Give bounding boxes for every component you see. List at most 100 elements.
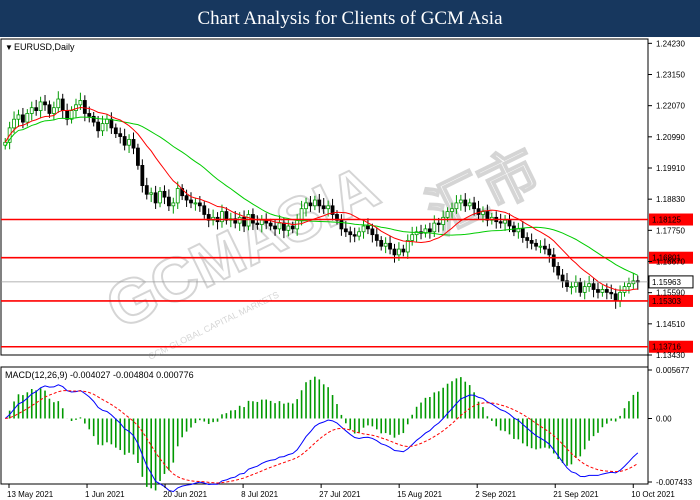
candle-body (171, 202, 176, 207)
candle-body (202, 205, 207, 215)
candle-body (189, 199, 193, 204)
candle-body (348, 231, 353, 236)
time-tick-label: 10 Oct 2021 (631, 490, 675, 499)
candle-body (525, 237, 530, 241)
candle-body (127, 139, 131, 146)
macd-tick-label: 0.00 (656, 414, 672, 423)
candle-body (582, 286, 587, 293)
price-tick-label: 1.16670 (656, 257, 685, 266)
candle-body (618, 291, 622, 302)
time-tick-label: 21 Sep 2021 (553, 490, 599, 499)
macd-tick-label: -0.007433 (656, 478, 693, 487)
candle-body (498, 221, 503, 224)
candle-body (299, 208, 304, 221)
candle-body (312, 199, 317, 207)
candle-body (578, 281, 583, 293)
candle-body (436, 222, 441, 225)
candle-body (397, 248, 401, 256)
candle-body (476, 208, 481, 215)
candle-body (34, 107, 39, 111)
ma-fast-line (4, 107, 638, 291)
candle-body (326, 205, 331, 210)
current-price-label: 1.15963 (652, 278, 681, 287)
candle-body (503, 219, 507, 224)
price-tick-label: 1.18830 (656, 195, 685, 204)
price-tick-label: 1.13430 (656, 351, 685, 360)
candle-body (472, 202, 477, 210)
candle-body (600, 289, 605, 293)
candle-body (122, 136, 127, 146)
level-label-box (649, 294, 693, 307)
watermark-chinese: 汇市 (416, 136, 550, 248)
candle-body (51, 107, 56, 114)
price-axis: 1.24230 1.23150 1.22070 1.20990 1.19910 1.188… (648, 39, 685, 360)
candle-body (556, 266, 561, 276)
candle-body (60, 98, 65, 111)
candle-body (149, 192, 154, 195)
candle-body (273, 225, 277, 230)
candle-body (136, 147, 140, 166)
macd-line (4, 384, 639, 493)
candle-body (401, 248, 406, 253)
candle-body (392, 248, 397, 256)
candle-body (587, 283, 592, 288)
candle-body (432, 222, 437, 233)
candle-body (220, 211, 224, 223)
price-tick-label: 1.14510 (656, 320, 685, 329)
candle-body (113, 127, 118, 135)
level-label: 1.13716 (652, 343, 681, 352)
level-label-box (649, 251, 693, 264)
candle-body (613, 293, 618, 302)
candle-body (458, 199, 463, 204)
candle-body (450, 208, 454, 212)
current-price-box (648, 275, 694, 289)
time-tick-label: 15 Aug 2021 (397, 490, 442, 499)
candle-body (96, 121, 101, 132)
candle-body (308, 202, 313, 207)
level-label: 1.16801 (652, 254, 681, 263)
candle-body (551, 254, 556, 267)
candle-body (547, 248, 552, 256)
candle-body (366, 225, 370, 230)
candle-body (622, 286, 627, 293)
candle-body (153, 192, 158, 204)
candle-body (259, 219, 264, 225)
time-tick-label: 1 Jun 2021 (85, 490, 125, 499)
candle-body (569, 286, 574, 289)
candle-body (441, 216, 446, 225)
price-tick-label: 1.20990 (656, 133, 685, 142)
candle-body (74, 104, 78, 111)
candle-body (56, 98, 61, 109)
candle-body (370, 228, 375, 236)
candle-body (100, 123, 105, 132)
level-label-box (649, 213, 693, 226)
candle-body (427, 228, 432, 233)
candle-body (383, 242, 388, 247)
symbol-title: EURUSD,Daily (14, 42, 75, 52)
price-tick-label: 1.23150 (656, 70, 685, 79)
time-tick-label: 2 Sep 2021 (475, 490, 516, 499)
candle-body (166, 196, 171, 207)
candle-body (105, 118, 109, 124)
candle-body (38, 101, 43, 111)
candle-body (507, 219, 512, 227)
candle-body (144, 185, 149, 195)
candle-body (520, 228, 525, 238)
candle-body (82, 100, 87, 114)
chart-area: GCMASIA 汇市 GCM GLOBAL CAPITAL MARKETS 1.… (0, 38, 694, 499)
candle-body (463, 199, 468, 207)
price-tick-label: 1.24230 (656, 39, 685, 48)
candle-body (596, 289, 600, 293)
candle-body (565, 280, 569, 288)
symbol-arrow-icon: ▼ (5, 43, 13, 52)
macd-panel: 0.005677 0.00 -0.007433 (4, 366, 693, 493)
candle-body (286, 225, 291, 231)
candle-body (560, 274, 565, 282)
candle-body (184, 195, 189, 201)
macd-tick-label: 0.005677 (656, 366, 690, 375)
time-axis: 13 May 2021 1 Jun 2021 20 Jun 2021 8 Jul 20… (7, 484, 675, 499)
banner-title: Chart Analysis for Clients of GCM Asia (0, 0, 700, 37)
candle-body (357, 231, 362, 237)
candle-body (131, 139, 136, 149)
candle-body (343, 228, 348, 233)
